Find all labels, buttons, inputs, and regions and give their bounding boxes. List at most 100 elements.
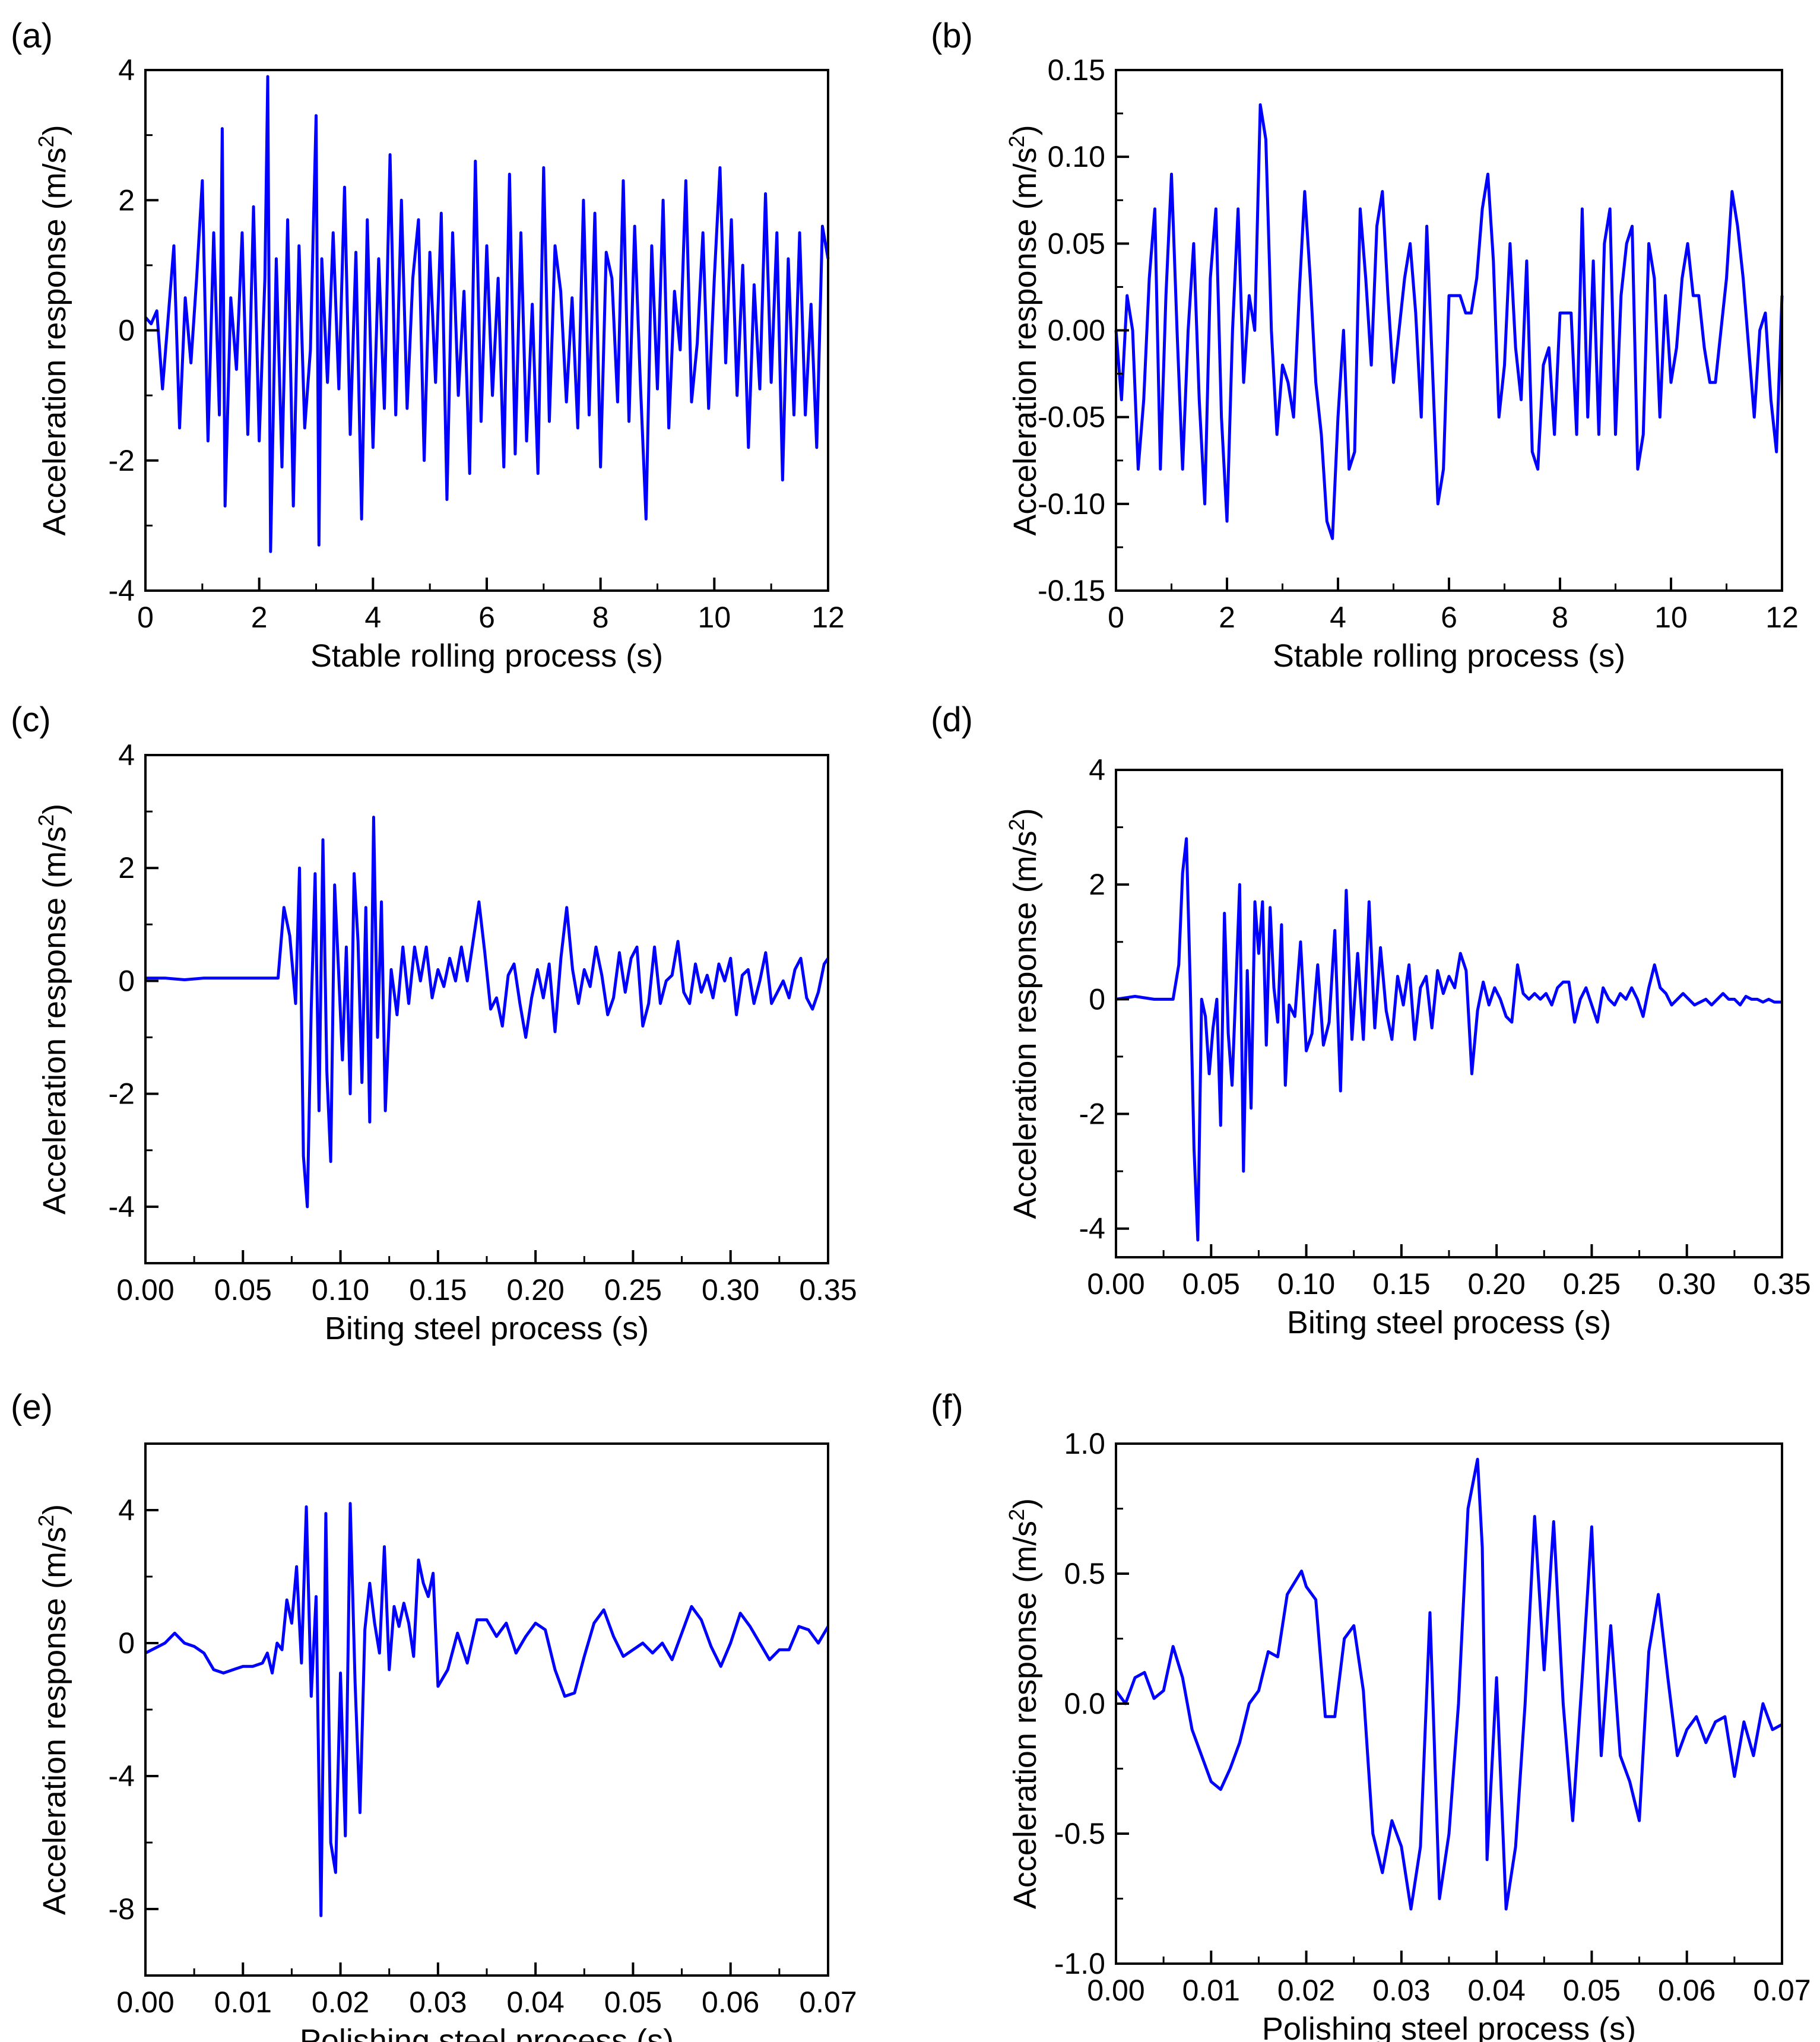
x-tick-label: 2 — [1219, 601, 1235, 634]
x-axis-label: Biting steel process (s) — [325, 1311, 649, 1346]
x-axis-label: Biting steel process (s) — [1287, 1305, 1611, 1340]
y-tick-label: 2 — [118, 851, 135, 884]
y-tick-label: -0.15 — [1038, 574, 1105, 607]
x-tick-label: 12 — [811, 601, 845, 634]
y-tick-label: -0.05 — [1038, 401, 1105, 434]
y-tick-label: -2 — [1079, 1098, 1105, 1131]
y-tick-label: -4 — [109, 1759, 135, 1793]
y-tick-label: 0 — [118, 1626, 135, 1660]
x-tick-label: 0.00 — [116, 1986, 174, 2019]
panel-label: (d) — [931, 700, 973, 739]
x-tick-label: 0.10 — [312, 1273, 369, 1307]
x-tick-label: 0.07 — [799, 1986, 857, 2019]
y-tick-label: 4 — [118, 738, 135, 772]
chart-panel-e: (e) 0.00 0.01 0.02 0.03 0.04 0.05 0.06 0.07 -8 -4 0… — [11, 1388, 857, 2042]
x-tick-label: 0.05 — [604, 1986, 662, 2019]
y-tick-label: -0.10 — [1038, 487, 1105, 521]
y-axis-label: Acceleration response (m/s2) — [34, 1504, 72, 1915]
series-line-acceleration — [1114, 103, 1784, 540]
y-tick-label: 4 — [118, 53, 135, 87]
x-tick-label: 2 — [251, 601, 268, 634]
x-tick-label: 0.02 — [1277, 1974, 1335, 2007]
panel-label: (a) — [11, 17, 53, 55]
x-tick-label: 8 — [1552, 601, 1568, 634]
x-tick-label: 0.25 — [1563, 1267, 1621, 1301]
plot-frame — [1115, 1442, 1783, 1965]
x-tick-label: 0.04 — [506, 1986, 564, 2019]
panel-label: (e) — [11, 1388, 53, 1426]
chart-panel-a: (a) 0 2 4 6 8 10 12 -4 -2 0 2 4 Stable rolling proces… — [11, 17, 845, 674]
x-tick-label: 0.20 — [506, 1273, 564, 1307]
x-tick-label: 0.06 — [702, 1986, 759, 2019]
x-tick-label: 0.00 — [1087, 1974, 1144, 2007]
y-tick-label: 0.5 — [1064, 1557, 1105, 1590]
y-tick-label: 2 — [1089, 868, 1105, 901]
y-tick-label: 0.10 — [1048, 140, 1105, 173]
x-axis-label: Stable rolling process (s) — [310, 638, 663, 674]
x-tick-label: 8 — [592, 601, 609, 634]
y-tick-label: -4 — [1079, 1212, 1105, 1245]
plot-frame — [144, 754, 829, 1264]
y-tick-label: 0 — [118, 964, 135, 997]
x-tick-label: 0.06 — [1658, 1974, 1716, 2007]
plot-frame — [144, 1442, 829, 1977]
y-tick-label: 0.00 — [1048, 314, 1105, 347]
y-axis-label: Acceleration response (m/s2) — [1004, 1498, 1043, 1909]
x-tick-label: 0.05 — [1563, 1974, 1621, 2007]
x-axis-label: Stable rolling process (s) — [1273, 638, 1625, 674]
x-tick-label: 0.20 — [1467, 1267, 1525, 1301]
y-axis-label: Acceleration response (m/s2) — [34, 125, 72, 535]
y-tick-label: 0.0 — [1064, 1687, 1105, 1720]
panel-label: (f) — [931, 1388, 963, 1426]
x-tick-label: 4 — [364, 601, 381, 634]
x-tick-label: 6 — [1441, 601, 1457, 634]
x-tick-label: 0.25 — [604, 1273, 662, 1307]
y-tick-label: 4 — [118, 1494, 135, 1527]
x-tick-label: 0.35 — [799, 1273, 857, 1307]
y-tick-label: 0.15 — [1048, 53, 1105, 87]
y-tick-label: 1.0 — [1064, 1427, 1105, 1460]
x-tick-label: 0.04 — [1467, 1974, 1525, 2007]
series-line-acceleration — [144, 75, 830, 553]
x-axis-label: Polishing steel process (s) — [1262, 2011, 1636, 2042]
x-tick-label: 0.10 — [1277, 1267, 1335, 1301]
y-tick-label: -8 — [109, 1892, 135, 1926]
x-tick-label: 0.07 — [1753, 1974, 1811, 2007]
x-tick-label: 0.15 — [1372, 1267, 1430, 1301]
chart-panel-d: (d) 0.00 0.05 0.10 0.15 0.20 0.25 0.30 0.35 -4 -2 0… — [931, 700, 1811, 1340]
y-tick-label: 0 — [118, 314, 135, 347]
y-axis-label: Acceleration response (m/s2) — [34, 804, 72, 1215]
x-tick-label: 0.01 — [214, 1986, 272, 2019]
series-line-acceleration — [1114, 1457, 1783, 1911]
y-axis-label: Acceleration response (m/s2) — [1004, 125, 1043, 535]
y-tick-label: -4 — [109, 1190, 135, 1223]
x-tick-label: 10 — [1654, 601, 1688, 634]
x-tick-label: 10 — [698, 601, 731, 634]
x-axis-label: Polishing steel process (s) — [300, 2023, 674, 2042]
series-line-acceleration — [145, 816, 830, 1209]
y-tick-label: -4 — [109, 574, 135, 607]
y-tick-label: -0.5 — [1054, 1817, 1105, 1850]
x-tick-label: 0.01 — [1182, 1974, 1240, 2007]
x-tick-label: 0.03 — [409, 1986, 467, 2019]
y-tick-label: 4 — [1089, 753, 1105, 787]
y-tick-label: 2 — [118, 183, 135, 217]
series-line-acceleration — [1115, 837, 1782, 1242]
chart-panel-f: (f) 0.00 0.01 0.02 0.03 0.04 0.05 0.06 0.07 -1.0 -… — [931, 1388, 1811, 2042]
x-tick-label: 0 — [1108, 601, 1124, 634]
x-tick-label: 0.15 — [409, 1273, 467, 1307]
x-tick-label: 6 — [478, 601, 495, 634]
panel-label: (c) — [11, 700, 51, 739]
x-tick-label: 0.05 — [1182, 1267, 1240, 1301]
x-tick-label: 0.02 — [312, 1986, 369, 2019]
y-tick-label: -1.0 — [1054, 1947, 1105, 1980]
x-tick-label: 4 — [1330, 601, 1346, 634]
chart-panel-b: (b) 0 2 4 6 8 10 12 -0.15 -0.10 -0.05 0.00 0.05 0.10 0… — [931, 17, 1799, 674]
y-axis-label: Acceleration response (m/s2) — [1004, 808, 1043, 1219]
x-tick-label: 0.00 — [1087, 1267, 1144, 1301]
x-tick-label: 0.30 — [702, 1273, 759, 1307]
y-tick-label: -2 — [109, 1077, 135, 1111]
series-line-acceleration — [144, 1502, 830, 1917]
x-tick-label: 0.03 — [1372, 1974, 1430, 2007]
y-tick-label: 0 — [1089, 982, 1105, 1016]
